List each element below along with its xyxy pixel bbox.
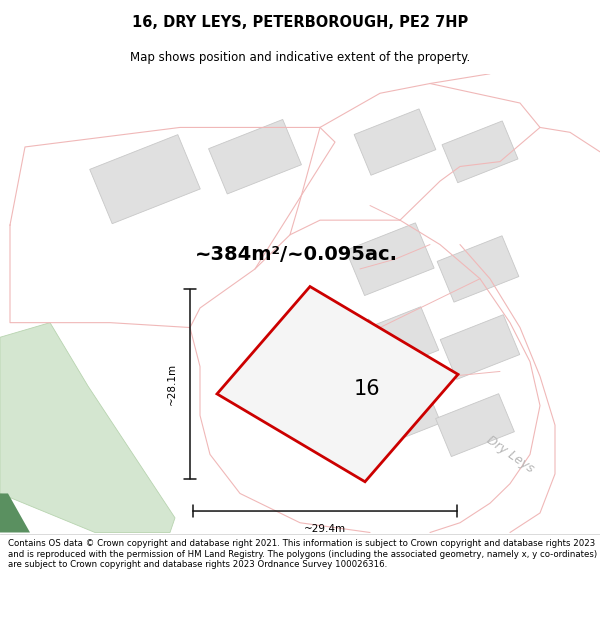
Text: Contains OS data © Crown copyright and database right 2021. This information is : Contains OS data © Crown copyright and d… xyxy=(8,539,597,569)
Text: ~384m²/~0.095ac.: ~384m²/~0.095ac. xyxy=(195,245,398,264)
Text: ~28.1m: ~28.1m xyxy=(167,363,177,405)
Polygon shape xyxy=(346,223,434,296)
Text: 16, DRY LEYS, PETERBOROUGH, PE2 7HP: 16, DRY LEYS, PETERBOROUGH, PE2 7HP xyxy=(132,14,468,29)
Polygon shape xyxy=(90,134,200,224)
Polygon shape xyxy=(0,494,30,532)
Text: Dry Leys: Dry Leys xyxy=(359,316,411,358)
Text: Dry Leys: Dry Leys xyxy=(484,433,536,476)
Polygon shape xyxy=(354,109,436,175)
Polygon shape xyxy=(440,315,520,379)
Text: ~29.4m: ~29.4m xyxy=(304,524,346,534)
Polygon shape xyxy=(436,394,514,457)
Polygon shape xyxy=(442,121,518,182)
Polygon shape xyxy=(437,236,519,302)
Polygon shape xyxy=(359,382,441,449)
Polygon shape xyxy=(217,286,458,482)
Polygon shape xyxy=(351,307,439,378)
Polygon shape xyxy=(0,322,175,532)
Text: 16: 16 xyxy=(354,379,381,399)
Text: Map shows position and indicative extent of the property.: Map shows position and indicative extent… xyxy=(130,51,470,64)
Polygon shape xyxy=(209,119,301,194)
